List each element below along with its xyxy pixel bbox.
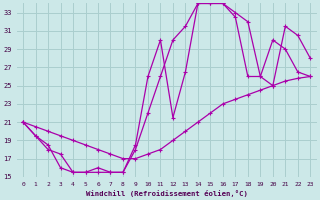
X-axis label: Windchill (Refroidissement éolien,°C): Windchill (Refroidissement éolien,°C): [86, 190, 248, 197]
